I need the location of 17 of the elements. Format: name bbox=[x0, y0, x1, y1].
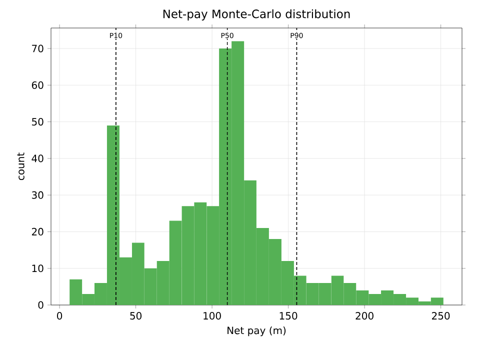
y-tick-label: 40 bbox=[32, 154, 44, 162]
x-tick-label: 200 bbox=[356, 312, 374, 320]
y-tick-label: 0 bbox=[38, 301, 44, 309]
y-tick-label: 50 bbox=[32, 118, 44, 126]
y-tick-label: 10 bbox=[32, 264, 44, 272]
x-axis-title: Net pay (m) bbox=[228, 326, 286, 336]
y-tick-label: 20 bbox=[32, 228, 44, 236]
chart-title: Net-pay Monte-Carlo distribution bbox=[163, 9, 350, 20]
x-tick-label: 0 bbox=[57, 312, 62, 320]
y-axis-title: count bbox=[17, 152, 24, 180]
x-tick-label: 50 bbox=[130, 312, 142, 320]
y-tick-label: 70 bbox=[32, 44, 44, 52]
x-tick-label: 150 bbox=[280, 312, 298, 320]
y-tick-label: 60 bbox=[32, 81, 44, 89]
x-tick-label: 250 bbox=[432, 312, 450, 320]
y-tick-label: 30 bbox=[32, 191, 44, 199]
x-tick-label: 100 bbox=[204, 312, 221, 320]
